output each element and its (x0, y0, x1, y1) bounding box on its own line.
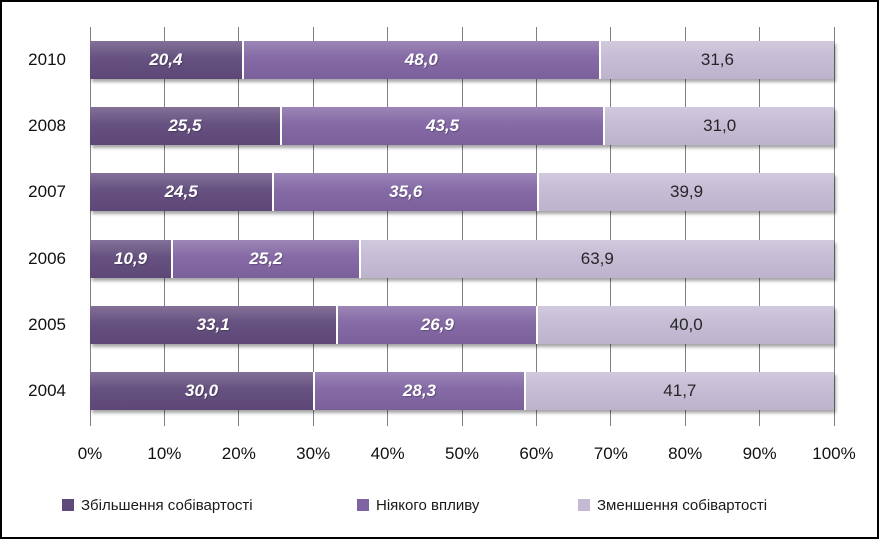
legend-item-1: Збільшення собівартості (62, 496, 253, 514)
legend-swatch-icon (357, 499, 369, 511)
bar-value-label: 35,6 (389, 182, 423, 202)
bar-value-label: 10,9 (114, 248, 148, 268)
bar-segment-series3-2006: 63,9 (358, 239, 834, 278)
y-axis-category-label: 2008 (28, 116, 66, 136)
bar-segment-series2-2004: 28,3 (313, 371, 524, 410)
bar-segment-series1-2006: 10,9 (90, 239, 172, 278)
bar-value-label: 41,7 (663, 380, 697, 400)
gridline (163, 27, 165, 426)
gridline (238, 27, 240, 426)
x-axis-tick-label: 90% (742, 444, 777, 463)
bar-value-label: 28,3 (402, 380, 436, 400)
bar-segment-series3-2010: 31,6 (598, 41, 834, 80)
bar-value-label: 24,5 (164, 182, 198, 202)
bar-value-label: 20,4 (149, 50, 183, 70)
bar-value-label: 40,0 (669, 314, 703, 334)
bar-segment-series3-2007: 39,9 (537, 173, 834, 212)
bar-segment-series2-2006: 25,2 (171, 239, 359, 278)
bar-segment-series1-2004: 30,0 (90, 371, 314, 410)
bar-segment-series3-2004: 41,7 (523, 371, 834, 410)
bar-value-label: 48,0 (404, 50, 438, 70)
bar-segment-series2-2007: 35,6 (272, 173, 538, 212)
gridline (535, 27, 537, 426)
gridline (833, 27, 835, 426)
legend-label: Збільшення собівартості (81, 496, 253, 514)
legend-label: Зменшення собівартості (597, 496, 768, 514)
bar-value-label: 26,9 (420, 314, 454, 334)
x-axis-tick-label: 60% (519, 444, 554, 463)
bar-value-label: 25,5 (168, 116, 202, 136)
gridline (387, 27, 389, 426)
gridline (610, 27, 612, 426)
bar-segment-series1-2007: 24,5 (90, 173, 273, 212)
x-axis-tick-label: 40% (370, 444, 405, 463)
y-axis-category-label: 2010 (28, 50, 66, 70)
legend-label: Ніякого впливу (376, 496, 480, 514)
bar-value-label: 63,9 (580, 248, 614, 268)
gridline (759, 27, 761, 426)
bar-segment-series2-2008: 43,5 (279, 107, 604, 146)
x-axis-tick-label: 30% (296, 444, 331, 463)
bar-segment-series1-2010: 20,4 (90, 41, 242, 80)
bar-row-2010: 20,4 48,0 31,6 (90, 41, 834, 80)
legend-item-2: Ніякого впливу (357, 496, 479, 514)
bar-segment-series3-2008: 31,0 (603, 107, 834, 146)
x-axis-tick-label: 20% (221, 444, 256, 463)
bar-segment-series1-2005: 33,1 (90, 305, 337, 344)
bar-segment-series3-2005: 40,0 (536, 305, 834, 344)
bar-row-2006: 10,9 25,2 63,9 (90, 239, 834, 278)
x-axis-tick-label: 70% (593, 444, 628, 463)
bar-row-2005: 33,1 26,9 40,0 (90, 305, 834, 344)
bar-row-2004: 30,0 28,3 41,7 (90, 371, 834, 410)
bar-value-label: 31,0 (703, 116, 737, 136)
y-axis-category-label: 2006 (28, 248, 66, 268)
x-axis-tick-label: 10% (147, 444, 182, 463)
gridline (89, 27, 91, 426)
bar-value-label: 30,0 (185, 380, 219, 400)
bar-value-label: 43,5 (425, 116, 460, 136)
bar-row-2008: 25,5 43,5 31,0 (90, 107, 834, 146)
bar-segment-series1-2008: 25,5 (90, 107, 280, 146)
x-axis-tick-label: 50% (444, 444, 480, 463)
bar-value-label: 31,6 (700, 50, 734, 70)
y-axis-category-label: 2007 (28, 182, 66, 202)
x-axis-tick-label: 0% (77, 444, 103, 463)
bar-value-label: 33,1 (196, 314, 230, 334)
gridline (684, 27, 686, 426)
bar-value-label: 39,9 (670, 182, 704, 202)
legend-item-3: Зменшення собівартості (578, 496, 767, 514)
bar-row-2007: 24,5 35,6 39,9 (90, 173, 834, 212)
gridline (312, 27, 314, 426)
legend-swatch-icon (62, 499, 74, 511)
bar-segment-series2-2010: 48,0 (241, 41, 599, 80)
x-axis-tick-label: 80% (668, 444, 703, 463)
y-axis-category-label: 2004 (28, 380, 66, 400)
y-axis-category-label: 2005 (28, 314, 66, 334)
bar-value-label: 25,2 (249, 248, 283, 268)
x-axis-tick-label: 100% (812, 444, 856, 463)
legend-swatch-icon (578, 499, 590, 511)
gridline (461, 27, 463, 426)
bar-segment-series2-2005: 26,9 (336, 305, 537, 344)
